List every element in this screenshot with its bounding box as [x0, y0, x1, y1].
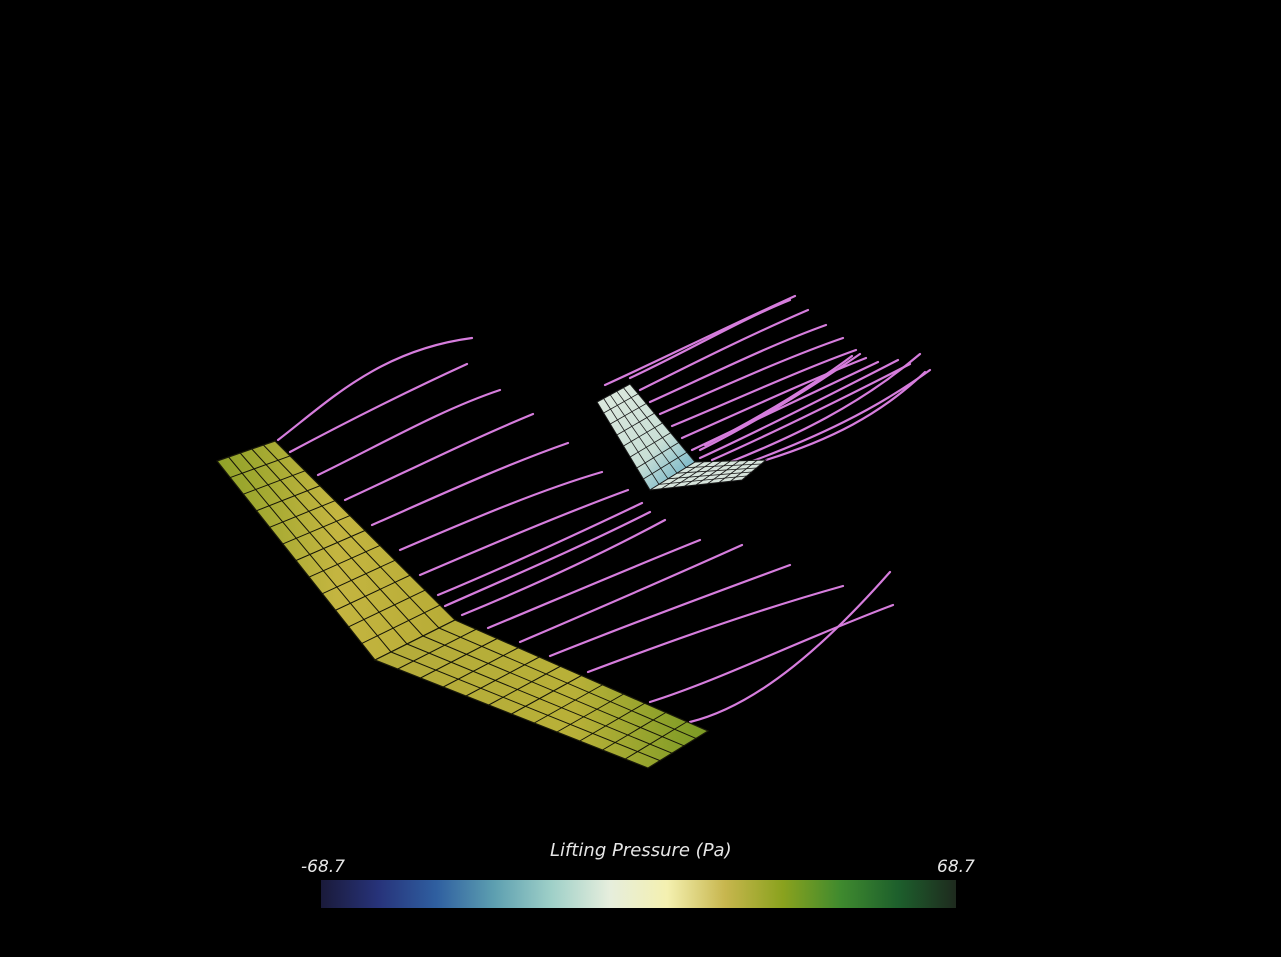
streamline: [370, 441, 570, 527]
tail-mesh-line: [684, 460, 722, 487]
streamline: [703, 354, 854, 447]
streamline: [443, 510, 652, 608]
streamline: [486, 538, 702, 630]
wing-mesh-line: [256, 485, 321, 512]
wing-mesh-line: [443, 647, 519, 688]
wing-mesh-line: [534, 684, 603, 724]
streamline: [698, 358, 900, 460]
streamline: [658, 336, 845, 416]
tail-mesh-line: [643, 451, 688, 480]
tail-mesh-line: [695, 460, 731, 486]
wing-panel-inboard: [216, 440, 457, 661]
tail-mesh-line: [718, 460, 749, 483]
streamline: [648, 603, 895, 704]
wing-mesh-line: [229, 455, 291, 479]
wing-mesh-line: [420, 638, 498, 679]
streamline: [698, 352, 862, 452]
wing-mesh-line: [335, 574, 411, 611]
tail-mesh-line: [623, 422, 663, 447]
main-wing[interactable]: [216, 440, 710, 769]
tail-mesh: [603, 387, 762, 490]
streamline: [638, 308, 810, 392]
wing-mesh-line: [624, 721, 688, 760]
streamline: [688, 570, 892, 724]
wing-mesh-line: [579, 702, 646, 742]
streamlines: [276, 294, 932, 724]
tail-mesh-line: [610, 403, 647, 425]
wing-mesh-line: [397, 628, 477, 670]
streamline: [680, 356, 868, 440]
streamline: [518, 543, 744, 644]
streamline: [418, 488, 630, 577]
streamline: [436, 501, 644, 597]
wing-mesh-line: [465, 656, 540, 697]
wing-mesh-line: [511, 675, 582, 715]
streamline: [628, 298, 792, 380]
tail-mesh-line: [616, 412, 655, 436]
tail-mesh-line: [636, 442, 679, 469]
colorbar-title: Lifting Pressure (Pa): [550, 840, 732, 861]
wing-mesh-line: [348, 589, 426, 628]
tail-mesh-line: [707, 460, 740, 485]
wing-mesh: [228, 444, 697, 762]
streamline: [276, 336, 474, 442]
streamline: [728, 352, 922, 464]
wing-mesh-line: [308, 544, 381, 578]
wing-mesh-line: [361, 604, 441, 644]
colorbar: [321, 880, 956, 908]
streamline: [648, 323, 828, 404]
streamline: [316, 388, 502, 477]
wing-mesh-line: [602, 712, 667, 751]
wing-mesh-line: [295, 530, 366, 561]
streamline: [398, 470, 604, 552]
tail-mesh-line: [730, 459, 758, 482]
streamline: [670, 348, 858, 428]
wing-mesh-line: [556, 693, 624, 733]
colorbar-max-label: 68.7: [937, 857, 975, 877]
wing-mesh-line: [269, 500, 336, 528]
tail-mesh-line: [661, 461, 705, 490]
tail-mesh-line: [629, 432, 671, 458]
streamline: [460, 518, 667, 617]
colorbar-min-label: -68.7: [301, 857, 345, 877]
streamline: [548, 563, 792, 658]
tail-mesh-line: [603, 393, 639, 414]
tail-mesh-line: [672, 461, 713, 488]
streamline: [710, 362, 912, 462]
streamline: [748, 368, 932, 464]
streamline: [288, 362, 469, 454]
streamline: [586, 584, 845, 674]
wing-panel-outboard: [373, 619, 710, 769]
streamline: [343, 412, 535, 502]
wing-mesh-line: [243, 470, 306, 495]
wing-mesh-line: [282, 515, 351, 545]
tail-surface[interactable]: [596, 383, 768, 491]
wing-mesh-line: [322, 559, 396, 595]
wing-mesh-line: [488, 665, 561, 706]
streamline: [764, 370, 927, 462]
